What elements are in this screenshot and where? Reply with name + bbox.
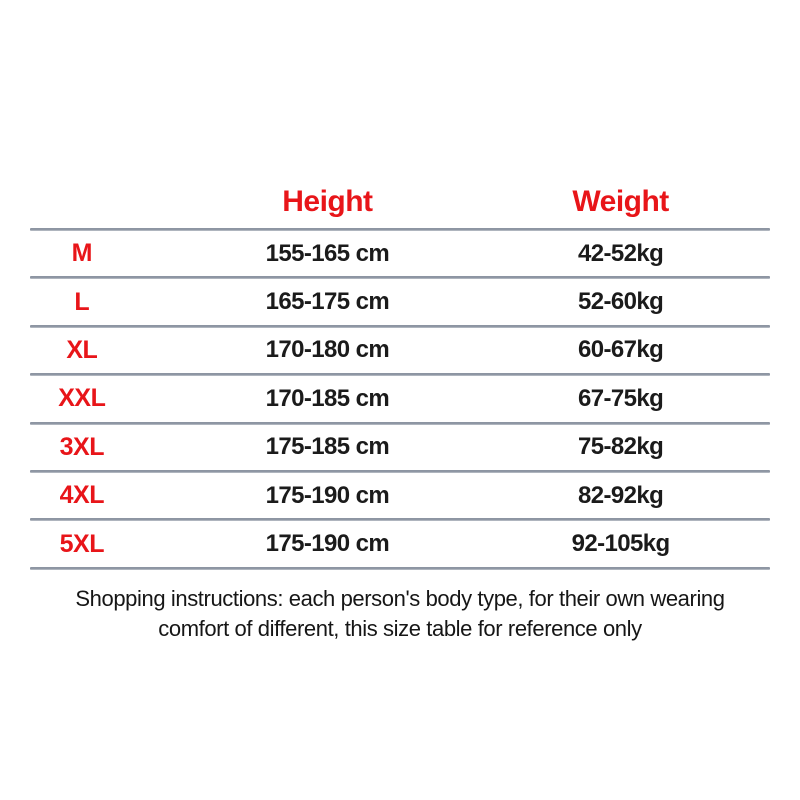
weight-cell: 82-92kg [577,481,664,509]
table-row-3xl: 3XL 175-185 cm 75-82kg [30,425,770,470]
row-divider [30,276,770,280]
weight-cell: 60-67kg [577,336,664,364]
table-row-5xl: 5XL 175-190 cm 92-105kg [30,521,770,566]
note-line-1: Shopping instructions: each person's bod… [75,586,725,611]
row-divider [30,421,770,425]
table-header-row: Height Weight [30,185,770,228]
size-cell: 3XL [59,432,105,461]
height-cell: 165-175 cm [265,288,390,316]
height-cell: 175-185 cm [265,433,390,461]
note-line-2: comfort of different, this size table fo… [158,615,642,641]
table-row-4xl: 4XL 175-190 cm 82-92kg [30,473,770,518]
table-row-xl: XL 170-180 cm 60-67kg [30,328,770,373]
height-cell: 175-190 cm [265,481,390,509]
weight-cell: 52-60kg [577,288,664,316]
size-cell: 4XL [59,481,105,510]
size-cell: M [71,239,93,268]
weight-cell: 92-105kg [571,530,671,558]
size-table: Height Weight M 155-165 cm 42-52kg L 165… [30,185,770,570]
table-row-l: L 165-175 cm 52-60kg [30,279,770,324]
size-cell: XL [66,335,98,364]
height-cell: 155-165 cm [265,239,390,267]
header-weight: Weight [572,185,669,218]
height-cell: 170-185 cm [265,384,390,412]
row-divider [30,324,770,328]
size-cell: 5XL [59,529,105,558]
row-divider [30,469,770,473]
row-divider [30,373,770,377]
shopping-instructions-note: Shopping instructions: each person's bod… [0,584,800,643]
weight-cell: 42-52kg [577,239,664,267]
table-row-m: M 155-165 cm 42-52kg [30,231,770,276]
header-height: Height [282,185,373,218]
size-cell: L [74,287,90,316]
row-divider [30,566,770,570]
weight-cell: 75-82kg [577,433,664,461]
height-cell: 170-180 cm [265,336,390,364]
row-divider [30,228,770,231]
row-divider [30,518,770,522]
weight-cell: 67-75kg [577,384,664,412]
height-cell: 175-190 cm [265,530,390,558]
table-row-xxl: XXL 170-185 cm 67-75kg [30,376,770,421]
size-cell: XXL [58,384,106,413]
